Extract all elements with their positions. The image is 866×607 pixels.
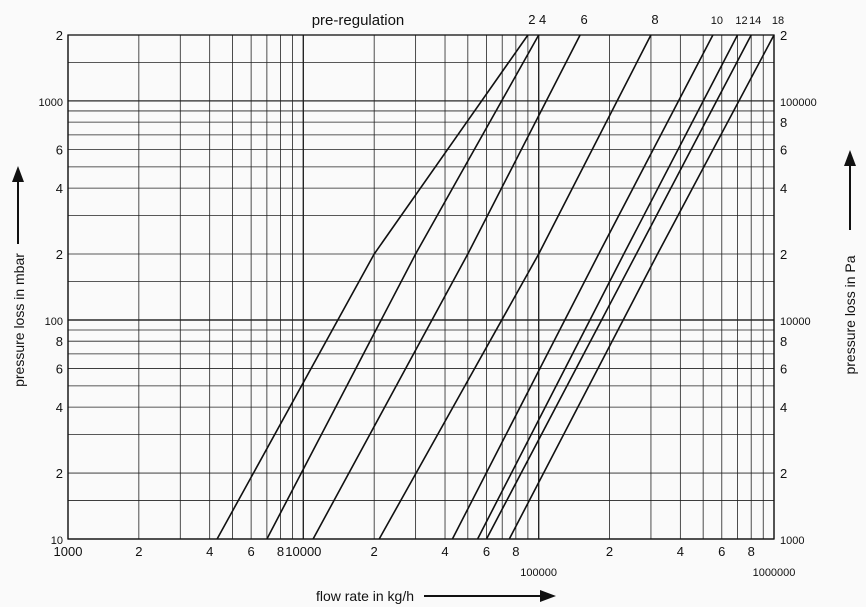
y-axis-arrow-left: [12, 166, 24, 244]
x-tick-label: 2: [371, 544, 378, 559]
series-label-14: 14: [749, 15, 761, 27]
series-label-6: 6: [580, 12, 587, 27]
series-line-10: [451, 34, 714, 540]
y-tick-label-left: 2: [56, 247, 63, 262]
series-line-2: [216, 34, 529, 540]
x-tick-label: 6: [718, 544, 725, 559]
y-tick-label-right: 8: [780, 115, 787, 130]
y-tick-label-right: 2: [780, 28, 787, 43]
y-axis-arrow-right: [844, 150, 856, 230]
y-tick-label-left: 100: [45, 316, 63, 328]
x-tick-label: 8: [748, 544, 755, 559]
y-tick-label-left: 2: [56, 28, 63, 43]
series-label-12: 12: [735, 15, 747, 27]
series-label-10: 10: [711, 15, 723, 27]
x-tick-label: 4: [677, 544, 684, 559]
y-tick-label-right: 4: [780, 181, 787, 196]
y-axis-title-left: pressure loss in mbar: [11, 253, 27, 387]
x-tick-label: 4: [441, 544, 448, 559]
series-lines: [216, 34, 775, 540]
series-label-18: 18: [772, 15, 784, 27]
x-tick-label: 8: [512, 544, 519, 559]
y-tick-label-left: 6: [56, 143, 63, 158]
x-tick-label: 6: [483, 544, 490, 559]
plot-frame: [67, 34, 775, 540]
x-tick-label: 100000: [520, 567, 557, 579]
y-tick-label-left: 6: [56, 362, 63, 377]
x-tick-label: 2: [606, 544, 613, 559]
series-label-8: 8: [651, 12, 658, 27]
x-tick-label: 1000000: [753, 567, 796, 579]
y-tick-label-right: 1000: [780, 535, 804, 547]
y-tick-label-right: 6: [780, 362, 787, 377]
series-group-label: pre-regulation: [312, 12, 405, 29]
series-line-12: [476, 34, 739, 540]
x-tick-label: 6: [248, 544, 255, 559]
series-line-4: [266, 34, 540, 540]
series-label-4: 4: [539, 12, 546, 27]
y-tick-label-right: 6: [780, 143, 787, 158]
x-tick-label: 2: [135, 544, 142, 559]
y-tick-label-left: 2: [56, 466, 63, 481]
series-label-2: 2: [528, 12, 535, 27]
x-axis-title: flow rate in kg/h: [316, 588, 414, 604]
y-tick-label-left: 1000: [39, 97, 63, 109]
series-line-18: [508, 34, 775, 540]
y-tick-label-right: 8: [780, 334, 787, 349]
series-line-6: [312, 34, 581, 540]
series-labels: 2 4 6 8 10 12 14 18: [528, 12, 784, 27]
x-tick-label: 8: [277, 544, 284, 559]
y-tick-label-right: 2: [780, 466, 787, 481]
series-line-8: [378, 34, 652, 540]
y-tick-label-right: 100000: [780, 97, 817, 109]
x-tick-label: 10000: [285, 544, 321, 559]
x-tick-label: 4: [206, 544, 213, 559]
y-tick-label-right: 10000: [780, 316, 811, 328]
y-tick-label-left: 10: [51, 535, 63, 547]
y-tick-label-left: 4: [56, 181, 63, 196]
x-tick-label: 1000: [54, 544, 83, 559]
y-tick-label-right: 4: [780, 400, 787, 415]
grid-lines: [67, 34, 775, 540]
series-line-14: [485, 34, 752, 540]
y-axis-title-right: pressure loss in Pa: [842, 255, 858, 374]
y-tick-label-right: 2: [780, 247, 787, 262]
x-axis-arrow: [424, 590, 556, 602]
y-tick-label-left: 8: [56, 334, 63, 349]
y-tick-label-left: 4: [56, 400, 63, 415]
